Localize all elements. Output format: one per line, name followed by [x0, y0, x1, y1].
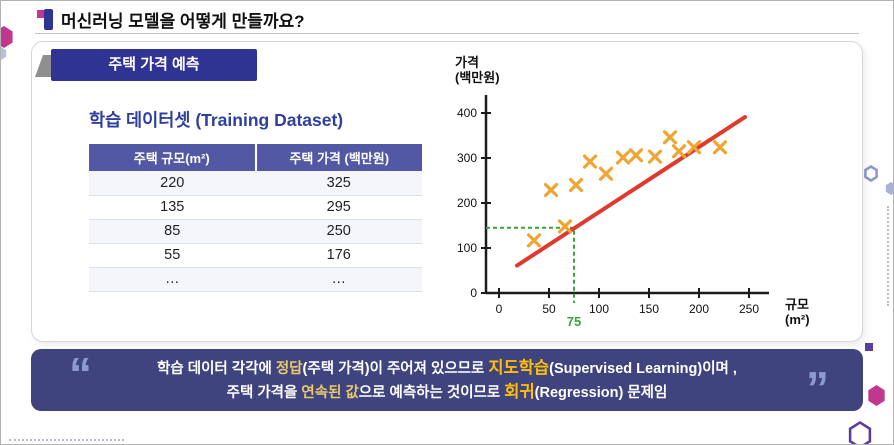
- scatter-chart: 0 100 200 300 400 0 50 100 150 200 250 75 가격(백만원) 규모(…: [455, 55, 810, 329]
- x-tick-label: 50: [542, 302, 556, 316]
- table-row: 55 176: [89, 243, 422, 268]
- cell-price: 295: [255, 195, 422, 220]
- scatter-point: [662, 130, 678, 145]
- table-header-row: 주택 규모(m²) 주택 가격 (백만원): [89, 144, 422, 171]
- scatter-point: [582, 154, 598, 169]
- hexagon-outline-decoration: [848, 421, 872, 444]
- dotted-line-decoration: [887, 206, 889, 306]
- scatter-chart-area: 0 100 200 300 400 0 50 100 150 200 250 75 가격 (백만원) 규모(…: [439, 51, 869, 346]
- y-axis-label: 가격: [455, 55, 479, 70]
- dataset-title: 학습 데이터셋 (Training Dataset): [89, 110, 344, 130]
- cell-price: 325: [255, 171, 422, 196]
- table-col-price: 주택 가격 (백만원): [254, 144, 422, 171]
- scatter-point: [557, 219, 573, 234]
- y-tick-label: 300: [457, 151, 477, 165]
- x-tick-label: 150: [639, 302, 659, 316]
- quote-line-1: 학습 데이터 각각에 정답(주택 가격)이 주어져 있으므로 지도학습(Supe…: [157, 359, 737, 377]
- training-dataset-table: 주택 규모(m²) 주택 가격 (백만원) 220 325 135 295 85…: [89, 144, 422, 292]
- x-tick-label: 250: [739, 302, 759, 316]
- scatter-point: [686, 140, 702, 155]
- summary-quote-box: “ ” 학습 데이터 각각에 정답(주택 가격)이 주어져 있으므로 지도학습(…: [31, 349, 863, 411]
- cell-size: 220: [89, 171, 256, 196]
- y-tick-label: 200: [457, 196, 477, 210]
- header-accent-icon: [37, 10, 45, 18]
- scatter-point: [543, 182, 559, 198]
- cell-size: …: [89, 267, 256, 292]
- table-row: 85 250: [89, 219, 422, 244]
- table-row: 135 295: [89, 195, 422, 220]
- hexagon-decoration: [868, 385, 885, 406]
- y-tick-label: 0: [470, 286, 477, 300]
- x-axis-label: 규모: [785, 297, 809, 312]
- scatter-point: [712, 140, 728, 155]
- y-tick-label: 100: [457, 241, 477, 255]
- dotted-line-decoration: [9, 439, 124, 441]
- quote-text: 학습 데이터 각각에 정답(주택 가격)이 주어져 있으므로 지도학습(Supe…: [101, 357, 793, 405]
- table-col-size: 주택 규모(m²): [89, 144, 256, 171]
- close-quote-icon: ”: [806, 362, 829, 414]
- scatter-point: [628, 148, 644, 163]
- hexagon-outline-decoration: [864, 165, 878, 182]
- scatter-point: [568, 177, 584, 193]
- header-bar-icon: [44, 9, 53, 30]
- x-tick-label: 200: [689, 302, 709, 316]
- quote-line-2: 주택 가격을 연속된 값으로 예측하는 것이므로 회귀(Regression) …: [226, 383, 668, 401]
- table-row: 220 325: [89, 171, 422, 196]
- page-title: 머신러닝 모델을 어떻게 만들까요?: [61, 12, 305, 31]
- cell-size: 55: [89, 243, 256, 268]
- cell-price: 250: [255, 219, 422, 244]
- section-badge: 주택 가격 예측: [51, 49, 257, 81]
- prediction-x-label: 75: [567, 314, 581, 329]
- hexagon-decoration: [1, 47, 7, 60]
- header-divider: [35, 33, 859, 34]
- table-row: … …: [89, 267, 422, 292]
- scatter-point: [526, 233, 542, 248]
- scatter-point: [671, 144, 687, 159]
- scatter-point: [647, 149, 663, 164]
- cell-size: 85: [89, 219, 256, 244]
- cell-price: …: [255, 267, 422, 292]
- scatter-point: [615, 150, 631, 165]
- open-quote-icon: “: [69, 348, 92, 400]
- x-tick-label: 0: [496, 302, 503, 316]
- y-axis-label: (백만원): [455, 70, 500, 85]
- x-axis-label: (m²): [785, 312, 810, 327]
- cell-size: 135: [89, 195, 256, 220]
- square-decoration: [865, 343, 873, 351]
- hexagon-decoration: [1, 26, 13, 48]
- x-tick-label: 100: [589, 302, 609, 316]
- y-tick-label: 400: [457, 106, 477, 120]
- cell-price: 176: [255, 243, 422, 268]
- hexagon-decoration: [885, 182, 893, 195]
- scatter-point: [598, 166, 614, 181]
- regression-line: [515, 115, 747, 268]
